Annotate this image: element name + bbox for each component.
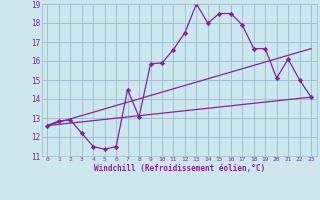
X-axis label: Windchill (Refroidissement éolien,°C): Windchill (Refroidissement éolien,°C) [94, 164, 265, 173]
